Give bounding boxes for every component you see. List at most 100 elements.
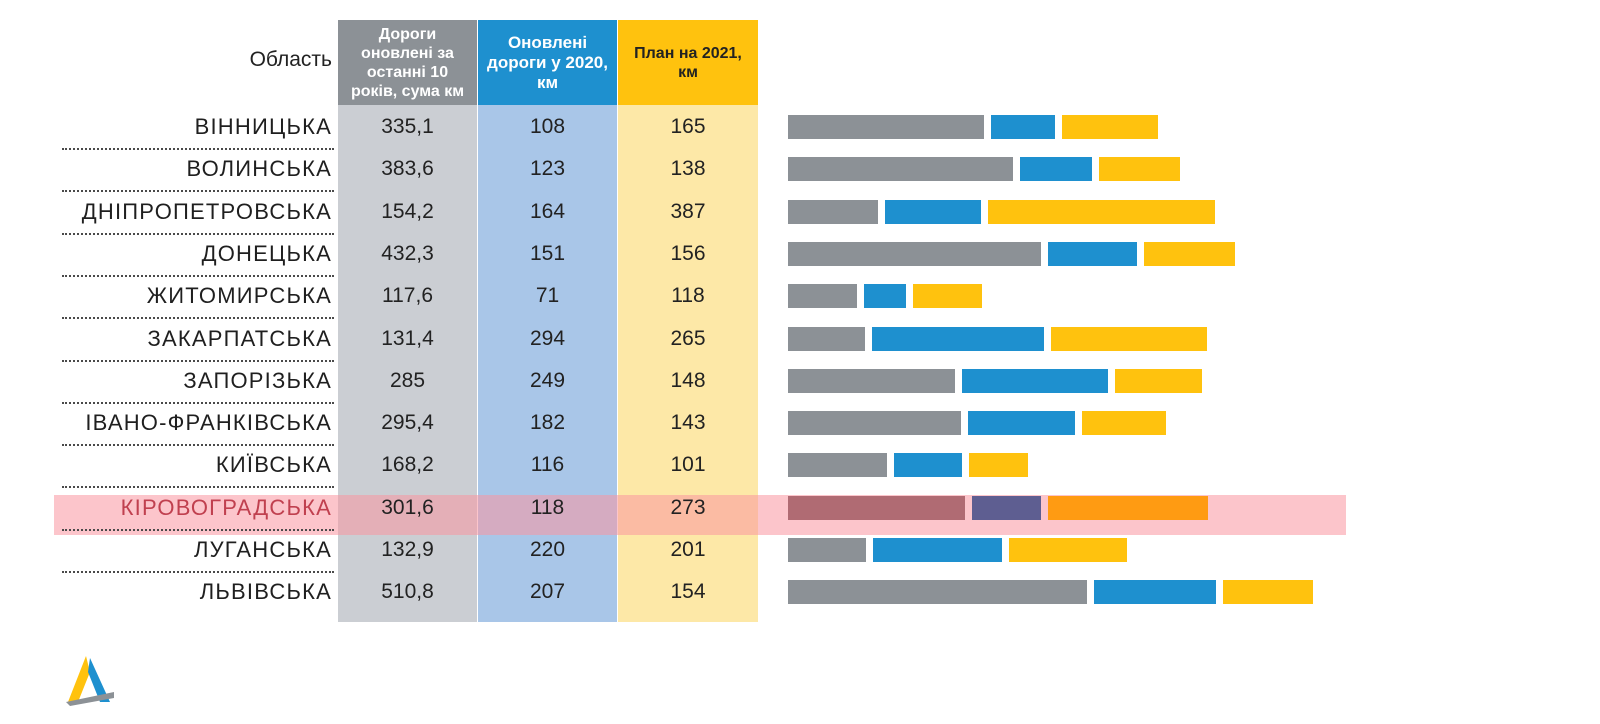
bar-plan2021 [912, 284, 982, 309]
bar-2020 [971, 495, 1041, 520]
value-last10: 510,8 [381, 580, 434, 604]
value-2020: 294 [529, 326, 566, 350]
bar-last10 [788, 453, 887, 478]
value-plan2021: 265 [670, 326, 706, 350]
value-plan2021: 273 [670, 495, 706, 519]
bar-plan2021 [988, 199, 1216, 224]
bar-plan2021 [1081, 411, 1166, 436]
value-2020: 116 [530, 453, 565, 477]
bar-plan2021 [1047, 495, 1208, 520]
bar-last10 [788, 284, 857, 309]
value-2020: 164 [529, 199, 566, 223]
bar-2020 [872, 326, 1045, 351]
value-plan2021: 154 [670, 580, 706, 604]
value-2020: 123 [529, 157, 566, 181]
bar-plan2021 [968, 453, 1028, 478]
value-plan2021: 201 [670, 538, 706, 561]
region-name: ДНІПРОПЕТРОВСЬКА [81, 198, 332, 224]
row-divider [62, 317, 334, 320]
bar-plan2021 [1051, 326, 1207, 351]
bar-2020 [1019, 157, 1092, 182]
region-name: ЛУГАНСЬКА [193, 537, 332, 562]
bar-2020 [872, 538, 1002, 562]
table-row: ІВАНО-ФРАНКІВСЬКА 295,4 182 143 [0, 401, 1600, 447]
value-last10: 117,6 [382, 284, 433, 308]
value-plan2021: 138 [670, 157, 706, 181]
bar-plan2021 [1008, 538, 1127, 562]
bar-last10 [788, 241, 1042, 266]
region-name: ЖИТОМИРСЬКА [146, 283, 332, 309]
value-plan2021: 156 [670, 241, 706, 265]
bar-2020 [885, 199, 982, 224]
row-divider [62, 528, 334, 531]
value-plan2021: 143 [670, 411, 706, 435]
region-name: ІВАНО-ФРАНКІВСЬКА [85, 410, 332, 436]
value-plan2021: 101 [670, 453, 706, 477]
table-row: ДОНЕЦЬКА 432,3 151 156 [0, 232, 1600, 277]
bar-last10 [788, 157, 1013, 182]
value-last10: 335,1 [381, 115, 434, 138]
value-2020: 249 [529, 368, 566, 392]
value-last10: 295,4 [381, 411, 434, 435]
header-last10: Дороги оновлені за останні 10 років, сум… [338, 20, 477, 105]
value-last10: 131,4 [381, 326, 434, 350]
row-divider [62, 486, 334, 489]
bar-plan2021 [1222, 580, 1313, 605]
bar-last10 [788, 199, 879, 224]
table-row: ДНІПРОПЕТРОВСЬКА 154,2 164 387 [0, 190, 1600, 235]
bar-last10 [788, 326, 865, 351]
bar-plan2021 [1143, 241, 1236, 266]
table-row: ЗАПОРІЗЬКА 285 249 148 [0, 359, 1600, 404]
table-row: ВОЛИНСЬКА 383,6 123 138 [0, 147, 1600, 193]
bar-2020 [962, 368, 1108, 393]
logo-icon [66, 656, 114, 706]
table-row: ВІННИЦЬКА 335,1 108 165 [0, 105, 1600, 150]
bar-last10 [788, 368, 955, 393]
value-last10: 301,6 [381, 495, 434, 519]
region-name: ЗАПОРІЗЬКА [183, 367, 332, 393]
value-last10: 154,2 [381, 199, 434, 223]
header-2020-text: Оновлені дороги у 2020, км [487, 32, 608, 92]
row-divider [62, 274, 334, 277]
row-divider [62, 232, 334, 235]
region-name: ЛЬВІВСЬКА [199, 579, 332, 605]
value-2020: 108 [529, 115, 566, 138]
value-plan2021: 165 [670, 115, 706, 138]
header-2020: Оновлені дороги у 2020, км [478, 20, 617, 105]
table-row: КИЇВСЬКА 168,2 116 101 [0, 443, 1600, 489]
row-divider [62, 444, 334, 447]
row-divider [62, 401, 334, 404]
row-divider [62, 190, 334, 193]
value-2020: 118 [530, 495, 565, 519]
value-last10: 383,6 [381, 157, 434, 181]
bar-last10 [788, 495, 965, 520]
region-name: КІРОВОГРАДСЬКА [120, 494, 332, 520]
value-2020: 207 [529, 580, 566, 604]
table-row: ЗАКАРПАТСЬКА 131,4 294 265 [0, 317, 1600, 362]
bar-2020 [991, 115, 1055, 139]
bar-2020 [968, 411, 1075, 436]
header-plan2021-text: План на 2021, км [634, 44, 742, 81]
value-2020: 71 [535, 284, 560, 308]
value-plan2021: 118 [671, 284, 705, 308]
bar-2020 [1094, 580, 1216, 605]
value-2020: 151 [529, 241, 566, 265]
bar-last10 [788, 411, 962, 436]
table-row: ЛУГАНСЬКА 132,9 220 201 [0, 528, 1600, 573]
value-last10: 132,9 [381, 538, 434, 561]
bar-2020 [893, 453, 962, 478]
header-region: Область [249, 48, 332, 71]
value-2020: 220 [529, 538, 566, 561]
table-row: ЛЬВІВСЬКА 510,8 207 154 [0, 570, 1600, 613]
row-divider [62, 148, 334, 150]
table-row: ЖИТОМИРСЬКА 117,6 71 118 [0, 274, 1600, 320]
region-name: КИЇВСЬКА [215, 452, 332, 478]
table-row: КІРОВОГРАДСЬКА 301,6 118 273 [0, 486, 1600, 531]
value-last10: 285 [389, 368, 426, 392]
bar-last10 [788, 538, 866, 562]
row-divider [62, 571, 334, 573]
value-last10: 432,3 [381, 241, 434, 265]
region-name: ВІННИЦЬКА [194, 114, 332, 139]
bar-plan2021 [1114, 368, 1202, 393]
bar-last10 [788, 115, 985, 139]
